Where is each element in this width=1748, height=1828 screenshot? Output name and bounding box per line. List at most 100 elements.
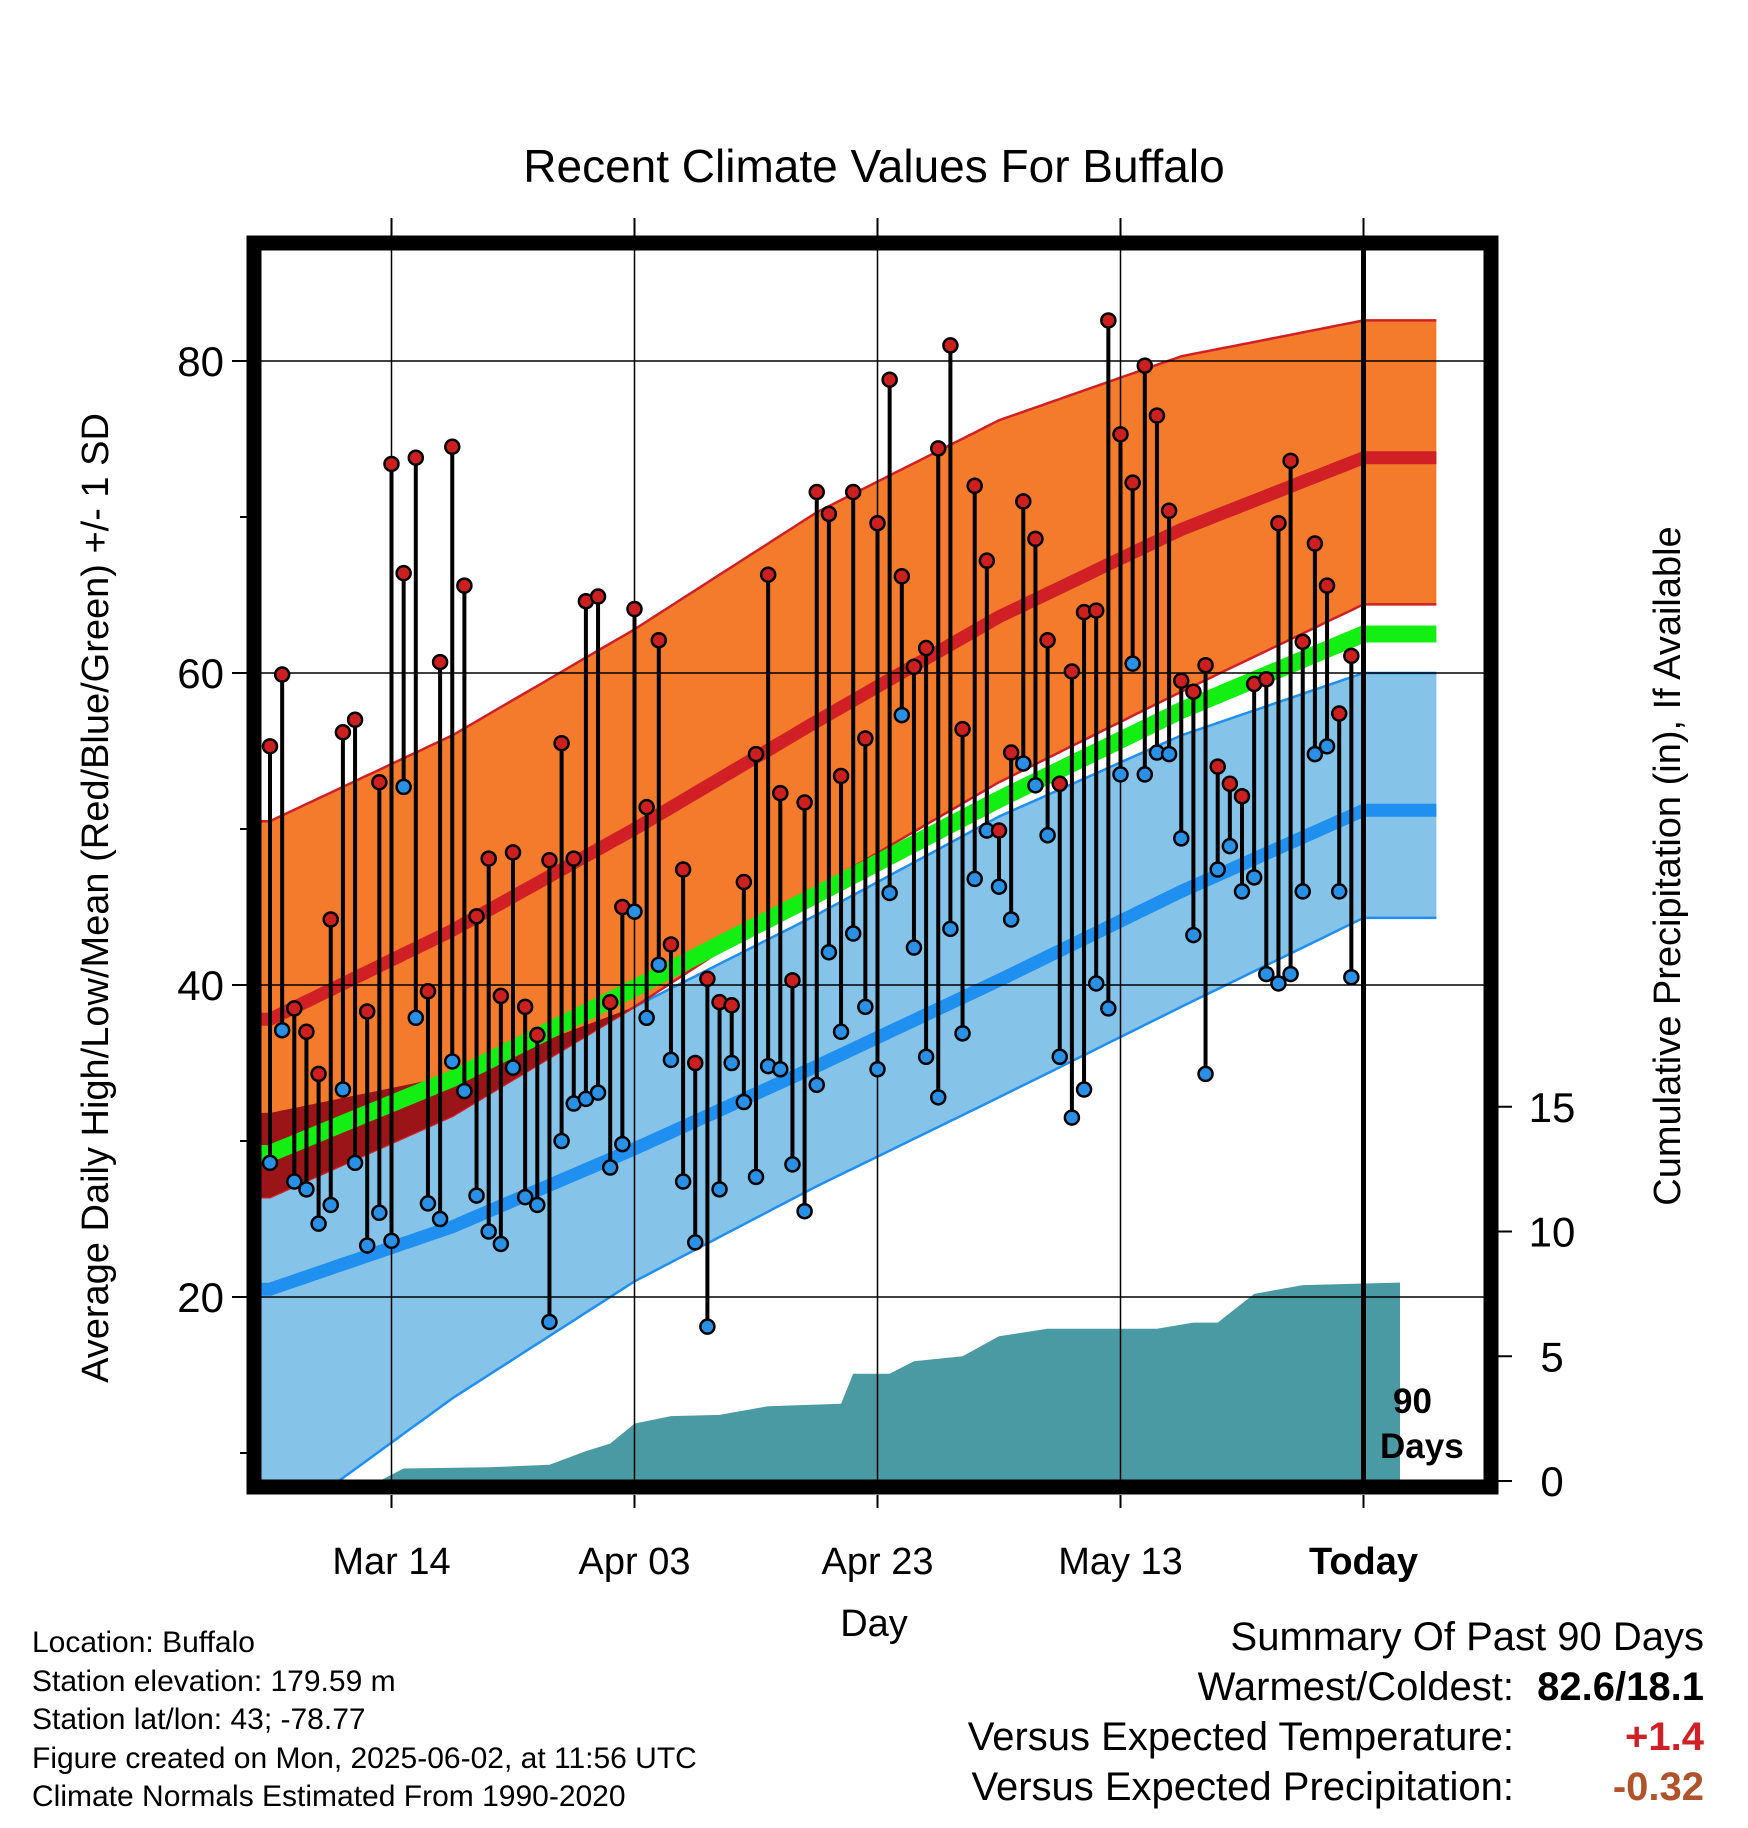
daily-high-point: [820, 505, 838, 523]
daily-high-point: [601, 993, 619, 1011]
x-axis-label: Day: [840, 1603, 908, 1645]
daily-high-point: [1185, 683, 1202, 700]
chart-title: Recent Climate Values For Buffalo: [523, 140, 1224, 192]
normal-low-band: [260, 673, 1437, 1481]
daily-high-point: [844, 483, 862, 501]
normal-high-band: [260, 320, 1437, 1198]
daily-high-point: [395, 564, 412, 582]
daily-high-point: [1233, 787, 1251, 805]
daily-low-point: [1039, 826, 1056, 844]
daily-high-point: [492, 987, 510, 1005]
daily-low-point: [1027, 777, 1044, 794]
created-text: Figure created on Mon, 2025-06-02, at 11…: [32, 1741, 697, 1775]
daily-high-point: [723, 997, 740, 1014]
daily-high-point: [1294, 633, 1311, 651]
daily-high-point: [966, 477, 983, 495]
daily-low-point: [492, 1235, 510, 1253]
daily-high-point: [638, 798, 655, 816]
data-marks: [261, 249, 1366, 1481]
daily-low-point: [358, 1237, 376, 1254]
daily-low-point: [747, 1168, 765, 1186]
daily-low-point: [431, 1210, 449, 1228]
daily-low-point: [541, 1313, 558, 1331]
daily-high-point: [371, 773, 388, 791]
daily-low-point: [772, 1060, 789, 1078]
daily-high-point: [1136, 357, 1154, 374]
normals-text: Climate Normals Estimated From 1990-2020: [32, 1780, 626, 1813]
warm-cold-label: Warmest/Coldest:: [1197, 1665, 1514, 1709]
temp-value: +1.4: [1625, 1715, 1704, 1759]
daily-high-point: [383, 455, 400, 473]
y-tick-label: 80: [177, 338, 224, 385]
daily-low-point: [857, 998, 874, 1016]
axes: 20 40 60 80 0 5 10 15 Mar 14 Apr 03 Apr 23 May 13 To…: [177, 218, 1575, 1583]
daily-low-point: [1136, 766, 1154, 783]
daily-low-point: [1318, 738, 1336, 755]
daily-low-point: [808, 1076, 825, 1094]
daily-low-point: [516, 1188, 534, 1206]
x-tick-label: Apr 23: [822, 1541, 934, 1583]
daily-low-point: [1075, 1081, 1093, 1098]
daily-high-point: [832, 767, 850, 785]
daily-low-point: [1221, 837, 1239, 855]
daily-high-point: [419, 982, 437, 1000]
x-tick-label: May 13: [1058, 1541, 1183, 1583]
daily-high-point: [407, 449, 425, 466]
daily-high-point: [990, 822, 1008, 839]
daily-high-point: [784, 972, 801, 989]
daily-high-point: [553, 734, 570, 752]
daily-low-point: [504, 1059, 522, 1076]
daily-high-point: [1160, 502, 1178, 520]
normal-low-line: [260, 803, 1437, 1296]
daily-high-point: [480, 850, 497, 867]
daily-high-point: [322, 911, 339, 928]
daily-high-point: [942, 337, 959, 354]
daily-low-point: [930, 1089, 947, 1106]
station-info: Location: Buffalo Station elevation: 179…: [32, 1624, 697, 1817]
today-label-line2: Days: [1380, 1427, 1464, 1466]
y2-tick-label: 15: [1529, 1084, 1576, 1131]
daily-low-point: [1209, 861, 1226, 878]
daily-low-point: [419, 1195, 437, 1212]
daily-high-point: [589, 588, 607, 605]
daily-low-point: [674, 1173, 692, 1190]
daily-high-point: [1318, 577, 1336, 594]
daily-low-point: [1124, 655, 1141, 672]
x-tick-label: Today: [1309, 1541, 1418, 1583]
daily-low-point: [298, 1181, 315, 1198]
normal-mean-line: [260, 625, 1437, 1162]
elevation-text: Station elevation: 179.59 m: [32, 1664, 396, 1698]
daily-high-point: [346, 711, 364, 729]
daily-low-point: [832, 1023, 850, 1041]
y-tick-label: 60: [177, 650, 224, 697]
y2-tick-label: 10: [1529, 1209, 1576, 1256]
daily-low-point: [529, 1196, 546, 1214]
daily-low-point: [273, 1021, 291, 1039]
plot-frame: [246, 235, 1499, 1495]
summary-precip: Versus Expected Precipitation: -0.32: [968, 1762, 1704, 1812]
daily-low-point: [407, 1009, 425, 1027]
daily-low-point: [687, 1234, 704, 1251]
daily-high-point: [1002, 744, 1020, 761]
daily-high-point: [1173, 672, 1190, 690]
daily-low-point: [1160, 745, 1178, 763]
daily-low-point: [1087, 975, 1105, 992]
normal-low-band-lower-edge: [336, 916, 1437, 1481]
daily-low-point: [735, 1093, 753, 1111]
daily-low-point: [1100, 1000, 1117, 1017]
daily-low-point: [711, 1181, 728, 1198]
daily-low-point: [383, 1232, 400, 1250]
daily-low-point: [893, 706, 911, 724]
daily-high-point: [504, 844, 522, 861]
daily-low-point: [1270, 975, 1287, 992]
precip-area: [270, 1282, 1400, 1481]
daily-high-point: [881, 371, 898, 388]
daily-high-point: [1015, 493, 1032, 510]
daily-high-point: [565, 850, 582, 867]
y2-tick-label: 0: [1540, 1458, 1563, 1505]
daily-high-point: [1100, 312, 1117, 329]
daily-low-point: [1282, 965, 1299, 983]
daily-low-point: [468, 1187, 485, 1204]
daily-low-point: [869, 1060, 886, 1078]
daily-high-point: [310, 1065, 327, 1083]
